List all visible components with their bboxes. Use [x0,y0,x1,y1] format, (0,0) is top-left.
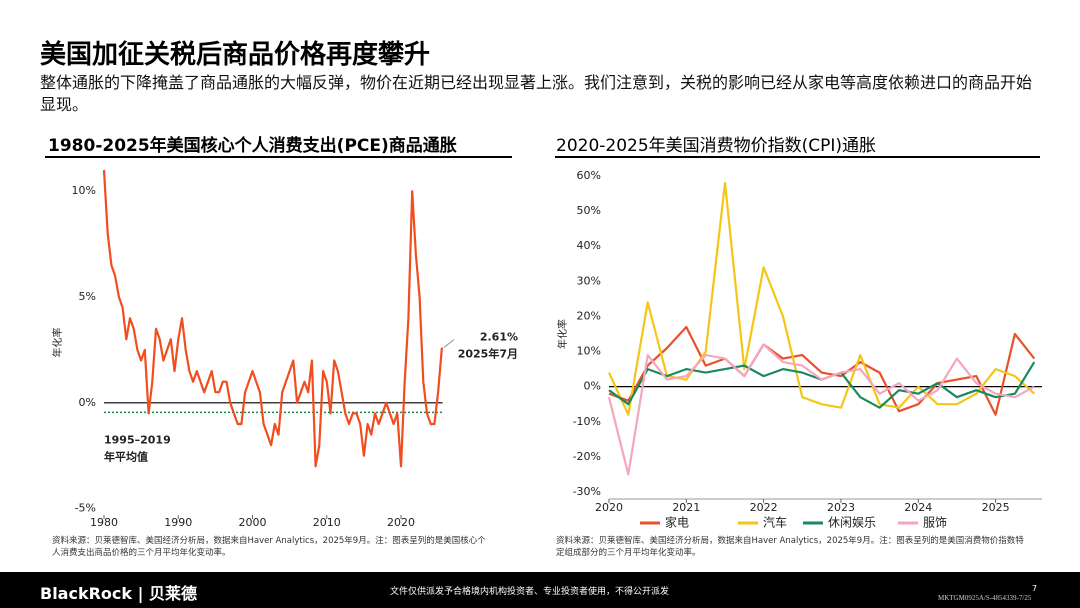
source-note: 资料来源：贝莱德智库、美国经济分析局，数据来自Haver Analytics，2… [52,536,486,558]
reference-label: 年平均值 [104,449,148,463]
legend-label: 休闲娱乐 [828,516,876,530]
x-tick-label: 2010 [313,516,341,529]
disclaimer: 文件仅供派发予合格境内机构投资者、专业投资者使用，不得公开派发 [390,587,670,597]
y-tick-label: -10% [573,415,601,428]
y-tick-label: -5% [75,502,96,515]
y-tick-label: 10% [577,345,601,358]
page-number: 7 [1032,584,1038,593]
y-tick-label: 0% [584,380,601,393]
line [102,169,443,468]
annotation: 2025年7月 [458,347,518,361]
x-tick-label: 2023 [827,501,855,514]
y-tick-label: 20% [577,309,601,322]
chart-title: 1980-2025年美国核心个人消费支出(PCE)商品通胀 [48,136,457,156]
slide-subtitle: 整体通胀的下降掩盖了商品通胀的大幅反弹，物价在近期已经出现显著上涨。我们注意到，… [40,73,1033,114]
legend-label: 汽车 [763,515,787,530]
x-tick-label: 2000 [239,516,267,529]
legend-label: 服饰 [923,516,947,530]
line [607,343,1035,476]
footer-bar: BlackRock | 贝莱德 文件仅供派发予合格境内机构投资者、专业投资者使用… [0,572,1080,608]
line [608,181,1036,416]
line [608,361,1036,409]
x-tick-label: 2022 [750,501,778,514]
y-tick-label: 0% [79,396,96,409]
line [608,325,1036,416]
y-tick-label: -20% [573,450,601,463]
y-tick-label: 50% [577,204,601,217]
annotation-leader [443,339,455,348]
y-tick-label: 5% [79,290,96,303]
chart-title: 2020-2025年美国消费物价指数(CPI)通胀 [556,136,877,156]
doc-code: MKTGM0925A/S-4854339-7/25 [938,594,1032,602]
y-tick-label: 40% [577,239,601,252]
y-tick-label: 60% [577,169,601,182]
brand: BlackRock | 贝莱德 [40,584,198,603]
y-tick-label: -30% [573,485,601,498]
slide-title: 美国加征关税后商品价格再度攀升 [40,40,431,70]
x-tick-label: 2020 [387,516,415,529]
y-axis-label: 年化率 [556,319,569,349]
x-tick-label: 2024 [904,501,932,514]
charts: 年化率 -5% 0% 5% 10% 1980 1990 2000 2010 2020 1995–20… [45,156,1042,530]
y-axis-label: 年化率 [51,328,64,358]
y-tick-label: 30% [577,274,601,287]
legend-label: 家电 [665,515,689,530]
source-note: 资料来源：贝莱德智库、美国经济分析局，数据来自Haver Analytics，2… [556,536,1024,558]
x-tick-label: 1990 [164,516,192,529]
y-tick-label: 10% [72,184,96,197]
annotation: 2.61% [480,331,518,344]
x-tick-label: 1980 [90,516,118,529]
x-tick-label: 2020 [595,501,623,514]
x-tick-label: 2021 [672,501,700,514]
reference-label: 1995–2019 [104,433,171,446]
x-tick-label: 2025 [982,501,1010,514]
